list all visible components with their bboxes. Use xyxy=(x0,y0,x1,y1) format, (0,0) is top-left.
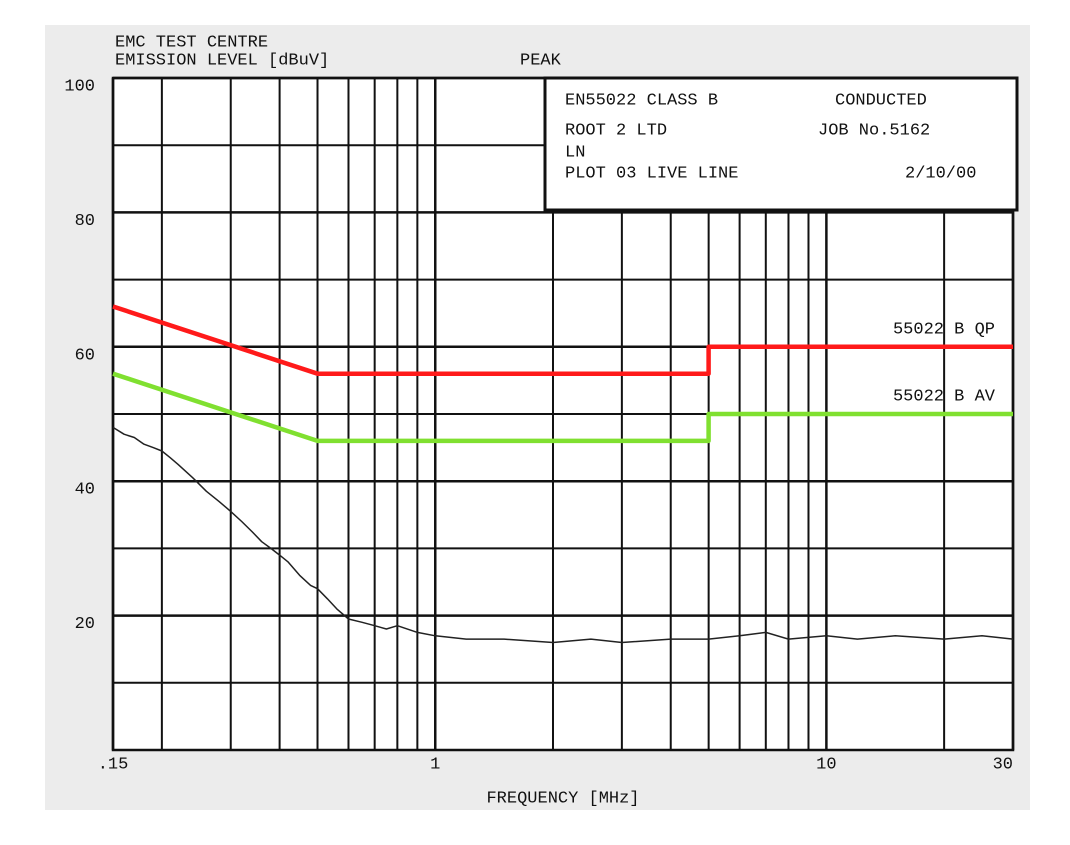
info-text: 2/10/00 xyxy=(905,164,976,183)
chart-title: EMC TEST CENTRE xyxy=(115,33,268,52)
limit-line xyxy=(112,371,1013,444)
y-tick-label: 80 xyxy=(75,212,95,231)
x-tick-label: .15 xyxy=(98,755,129,774)
legend-label: 55022 B AV xyxy=(893,387,996,406)
info-text: PLOT 03 LIVE LINE xyxy=(565,164,738,183)
x-tick-label: 1 xyxy=(430,755,440,774)
info-text: ROOT 2 LTD xyxy=(565,121,667,140)
y-tick-label: 20 xyxy=(75,615,95,634)
x-tick-label: 30 xyxy=(993,755,1013,774)
info-text: JOB No.5162 xyxy=(818,121,930,140)
y-axis-label: EMISSION LEVEL [dBuV] xyxy=(115,51,329,70)
info-text: LN xyxy=(565,143,585,162)
info-text: EN55022 CLASS B xyxy=(565,91,718,110)
info-box xyxy=(543,76,1019,212)
y-tick-label: 60 xyxy=(75,346,95,365)
y-tick-label: 100 xyxy=(64,77,95,96)
measured-trace xyxy=(112,426,1014,644)
x-axis-label: FREQUENCY [MHz] xyxy=(486,789,639,808)
y-tick-label: 40 xyxy=(75,481,95,500)
subtitle: PEAK xyxy=(520,51,562,70)
x-tick-label: 10 xyxy=(816,755,836,774)
info-text: CONDUCTED xyxy=(835,91,927,110)
limit-line xyxy=(112,304,1013,376)
legend-label: 55022 B QP xyxy=(893,320,995,339)
